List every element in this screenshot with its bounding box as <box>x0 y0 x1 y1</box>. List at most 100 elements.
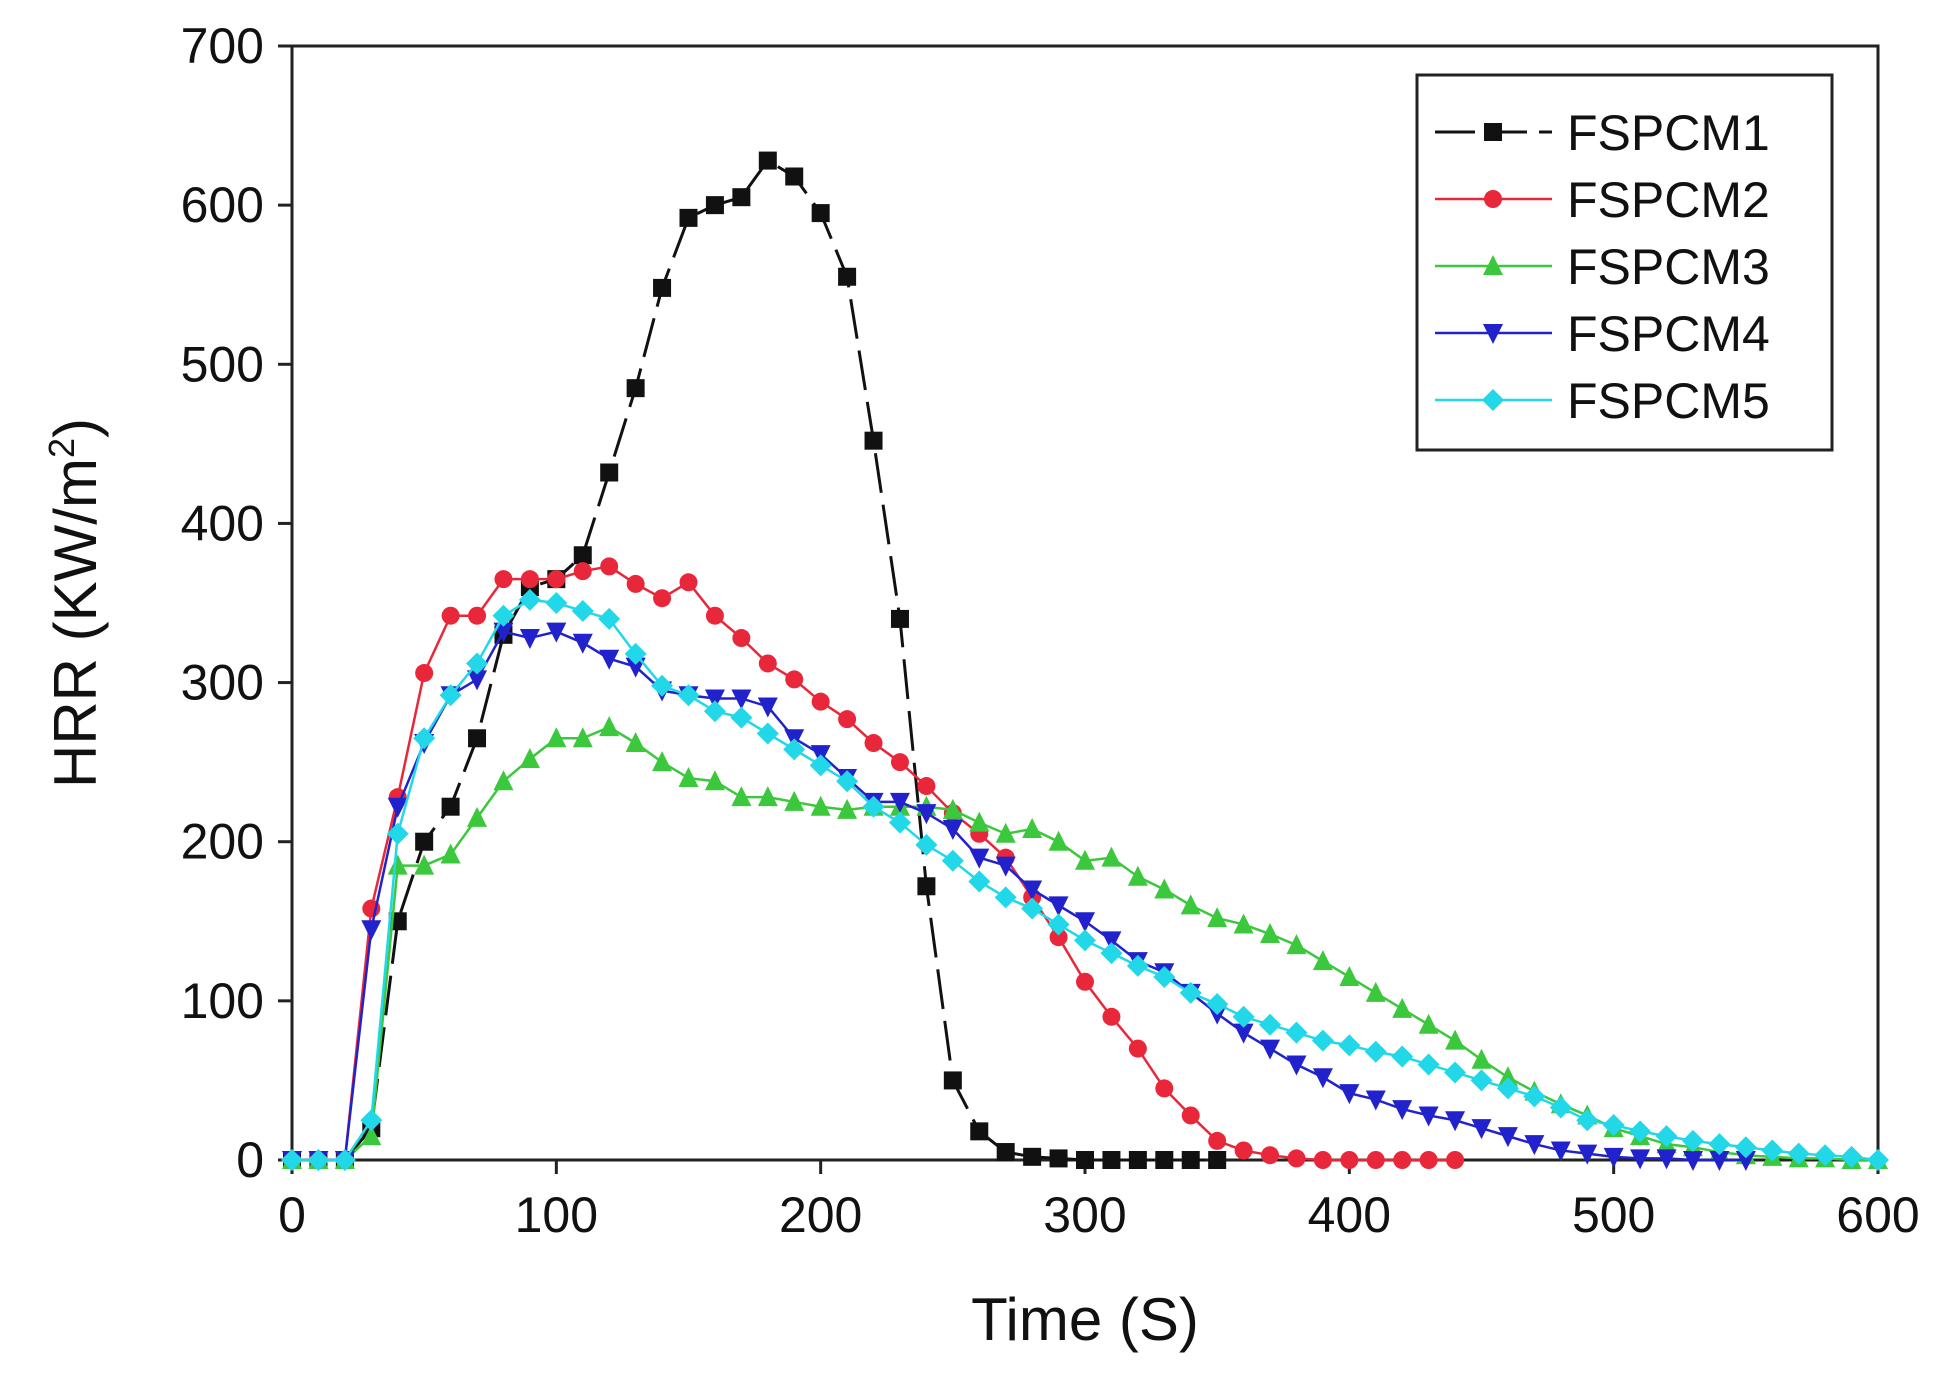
data-point-fspcm2 <box>441 606 460 625</box>
data-point-fspcm5 <box>1867 1149 1889 1171</box>
legend-item-fspcm2: FSPCM2 <box>1435 172 1770 228</box>
data-point-fspcm4 <box>1233 1023 1254 1044</box>
data-point-fspcm4 <box>519 629 540 650</box>
data-point-fspcm4 <box>1365 1090 1386 1111</box>
data-point-fspcm2 <box>1128 1039 1147 1058</box>
data-point-fspcm4 <box>704 689 725 710</box>
data-point-fspcm2 <box>653 589 672 608</box>
data-point-fspcm3 <box>1075 849 1095 870</box>
data-point-fspcm4 <box>1418 1106 1439 1127</box>
data-point-fspcm5 <box>466 652 489 675</box>
data-point-fspcm5 <box>888 811 911 834</box>
data-point-fspcm5 <box>545 592 568 614</box>
x-tick-label: 200 <box>779 1187 862 1243</box>
data-point-fspcm4 <box>1497 1127 1518 1148</box>
data-point-fspcm1 <box>811 204 830 223</box>
data-point-fspcm2 <box>600 557 619 576</box>
data-point-fspcm2 <box>1155 1079 1174 1098</box>
data-point-fspcm5 <box>598 607 621 630</box>
data-point-fspcm4 <box>572 633 593 654</box>
series-layer <box>281 151 1889 1171</box>
data-point-fspcm4 <box>1445 1111 1466 1132</box>
data-point-fspcm5 <box>1708 1133 1731 1156</box>
data-point-fspcm1 <box>573 546 592 565</box>
data-point-fspcm2 <box>547 570 566 589</box>
data-point-fspcm2 <box>1446 1151 1465 1169</box>
data-point-fspcm5 <box>862 795 885 818</box>
data-point-fspcm5 <box>1496 1077 1519 1100</box>
legend-marker <box>1482 389 1504 411</box>
data-point-fspcm2 <box>890 753 909 772</box>
data-point-fspcm5 <box>1681 1129 1704 1152</box>
data-point-fspcm2 <box>838 710 857 729</box>
x-axis-title: Time (S) <box>971 1286 1199 1353</box>
data-point-fspcm2 <box>626 574 645 593</box>
data-point-fspcm1 <box>1076 1151 1094 1169</box>
data-point-fspcm2 <box>1181 1106 1200 1125</box>
data-point-fspcm5 <box>941 849 964 872</box>
data-point-fspcm2 <box>1393 1151 1412 1169</box>
data-point-fspcm1 <box>758 151 777 170</box>
data-point-fspcm5 <box>703 700 726 723</box>
data-point-fspcm4 <box>1471 1119 1492 1140</box>
data-point-fspcm5 <box>783 738 806 761</box>
data-point-fspcm1 <box>441 797 460 816</box>
data-point-fspcm2 <box>917 777 936 796</box>
data-point-fspcm4 <box>493 622 514 643</box>
data-point-fspcm5 <box>1523 1085 1546 1108</box>
data-point-fspcm3 <box>414 854 435 875</box>
data-point-fspcm2 <box>811 692 830 711</box>
data-point-fspcm3 <box>1365 981 1386 1002</box>
data-point-fspcm5 <box>730 706 753 729</box>
data-point-fspcm5 <box>968 870 991 893</box>
data-point-fspcm2 <box>520 570 539 589</box>
data-point-fspcm2 <box>732 629 751 648</box>
data-point-fspcm5 <box>915 833 938 856</box>
data-point-fspcm2 <box>573 562 592 581</box>
data-point-fspcm5 <box>1153 965 1176 988</box>
data-point-fspcm4 <box>942 819 963 840</box>
data-point-fspcm2 <box>1049 928 1068 947</box>
data-point-fspcm1 <box>864 431 883 450</box>
data-point-fspcm4 <box>995 856 1016 877</box>
legend-item-fspcm5: FSPCM5 <box>1435 373 1770 429</box>
data-point-fspcm5 <box>1602 1113 1625 1136</box>
data-point-fspcm4 <box>1656 1149 1677 1170</box>
data-point-fspcm5 <box>1047 913 1070 936</box>
data-point-fspcm1 <box>970 1122 989 1141</box>
legend-label: FSPCM2 <box>1567 172 1770 228</box>
data-point-fspcm2 <box>705 606 724 625</box>
data-point-fspcm5 <box>1840 1145 1863 1168</box>
data-point-fspcm1 <box>1155 1151 1174 1169</box>
data-point-fspcm5 <box>386 822 409 845</box>
data-point-fspcm2 <box>1340 1151 1359 1169</box>
data-point-fspcm3 <box>652 751 673 772</box>
data-point-fspcm3 <box>704 770 725 791</box>
data-point-fspcm5 <box>1391 1045 1414 1068</box>
legend-marker <box>1484 190 1502 208</box>
data-point-fspcm4 <box>1260 1039 1281 1060</box>
legend-label: FSPCM1 <box>1567 105 1770 161</box>
data-point-fspcm3 <box>1286 934 1307 955</box>
data-point-fspcm3 <box>361 1125 382 1146</box>
legend-marker <box>1483 324 1503 344</box>
data-point-fspcm3 <box>1339 965 1360 986</box>
data-point-fspcm4 <box>1101 931 1122 952</box>
data-point-fspcm3 <box>1497 1066 1518 1087</box>
data-point-fspcm4 <box>1735 1151 1756 1171</box>
data-point-fspcm5 <box>413 727 436 750</box>
y-tick-label: 700 <box>181 18 264 74</box>
data-point-fspcm1 <box>1208 1151 1227 1169</box>
y-axis-title: HRR (KW/m2) <box>41 418 109 788</box>
x-axis: 0 100 200 300 400 500 600 <box>278 1160 1920 1243</box>
data-point-fspcm1 <box>705 196 724 215</box>
legend-label: FSPCM5 <box>1567 373 1770 429</box>
legend-label: FSPCM3 <box>1567 239 1770 295</box>
data-point-fspcm5 <box>439 684 462 707</box>
data-point-fspcm3 <box>440 843 461 864</box>
data-point-fspcm5 <box>1576 1109 1599 1132</box>
data-point-fspcm5 <box>994 886 1017 909</box>
data-point-fspcm5 <box>1338 1034 1361 1057</box>
y-tick-label: 300 <box>181 655 264 711</box>
data-point-fspcm5 <box>492 604 515 627</box>
